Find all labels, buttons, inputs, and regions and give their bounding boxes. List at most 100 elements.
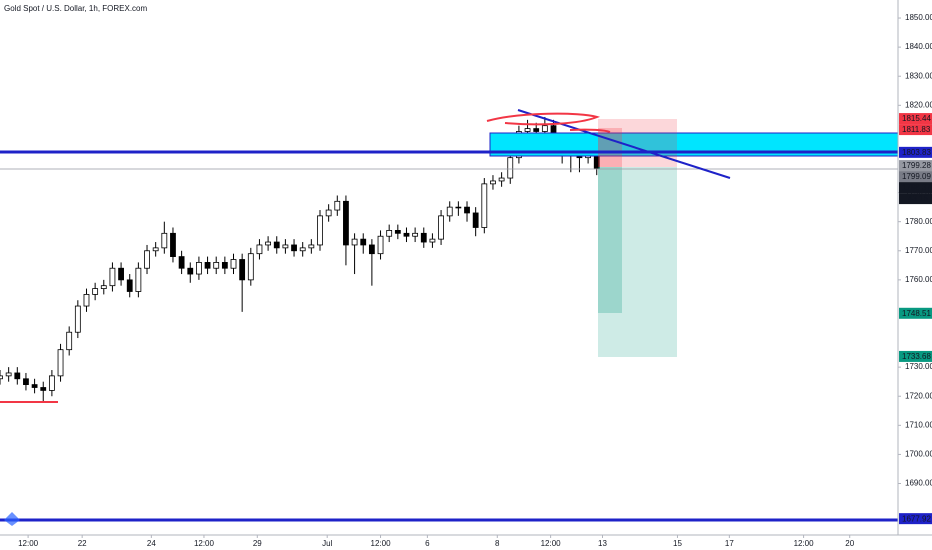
candle-body [152,247,159,252]
candle-body [498,177,505,182]
logo [4,512,20,526]
candle-body [239,259,246,281]
candle-body [291,244,297,252]
candle-body [178,256,185,269]
price-marker [899,113,932,125]
price-marker [899,146,932,158]
candle-body [334,200,341,211]
high-mark-2 [569,128,611,133]
short-stop-inner [598,128,622,167]
chart-title: Gold Spot / U.S. Dollar, 1h, FOREX.com [4,4,148,13]
x-tick-label: 22 [78,539,87,548]
candle-body [481,183,488,228]
price-marker [899,350,932,362]
x-tick-label: Jul [322,539,332,548]
candle-body [161,232,168,249]
candle-body [196,262,202,275]
high-mark [486,112,601,126]
price-marker [899,124,932,136]
candle-body [118,267,124,281]
candle-body [524,128,531,132]
candle-body [299,247,306,252]
candle-body [377,235,384,255]
price-marker-label: 1799.28 [902,161,931,170]
x-tick-label: 15 [673,539,682,548]
y-tick-label: 1780.00 [905,217,932,226]
candle-body [490,180,496,185]
price-marker-label: 1811.83 [902,125,931,134]
price-marker [899,307,932,319]
candle-body [135,267,142,292]
candle-body [343,200,349,246]
short-target-zone [598,167,677,357]
candle-body [282,244,289,249]
candle-body [507,157,514,179]
price-marker [899,182,932,194]
candle-body [446,206,453,217]
candle-body [386,230,393,237]
x-tick-label: 24 [147,539,156,548]
candle-body [256,244,263,255]
price-marker-label: 1748.51 [902,309,931,318]
candle-body [83,294,90,307]
x-tick-label: 6 [425,539,430,548]
candle-body [533,128,540,132]
price-marker-label: 1798.37 [902,183,931,192]
x-tick-label: 17 [725,539,734,548]
candles [0,116,600,403]
candle-body [100,285,107,289]
x-tick-label: 12:00 [371,539,392,548]
price-marker-label: 1815.44 [902,114,931,123]
y-tick-label: 1720.00 [905,391,932,400]
x-tick-label: 13 [598,539,607,548]
candle-body [5,372,12,377]
price-marker [899,160,932,172]
y-tick-label: 1700.00 [905,450,932,459]
countdown-label: 43:15 [908,194,929,203]
candle-body [438,215,444,240]
x-tick-label: 12:00 [194,539,215,548]
y-tick-label: 1710.00 [905,420,932,429]
drawings [0,109,899,522]
candle-body [317,215,323,246]
trend-line [517,109,731,179]
candle-body [109,267,116,287]
candle-body [14,372,21,380]
candle-body [308,244,315,249]
candle-body [325,209,332,217]
logo-icon [4,512,20,526]
x-tick-label: 12:00 [18,539,39,548]
candle-body [187,267,194,275]
candle-body [412,232,419,237]
candle-body [368,244,375,255]
candle-body [204,262,211,269]
candle-body [74,305,81,333]
y-tick-label: 1830.00 [905,71,932,80]
candle-body [40,387,47,391]
candle-body [170,232,176,257]
y-tick-label: 1820.00 [905,100,932,109]
y-tick-label: 1770.00 [905,246,932,255]
candle-body [360,238,367,246]
candle-body [66,331,73,351]
y-tick-label: 1690.00 [905,479,932,488]
candle-body [57,349,64,377]
x-tick-label: 12:00 [541,539,562,548]
candle-body [455,206,462,209]
y-tick-label: 1850.00 [905,13,932,22]
candle-body [230,259,237,269]
candle-body [213,262,220,269]
price-marker [899,513,932,525]
candle-body [144,250,150,269]
candle-body [464,206,470,214]
candle-body [472,212,479,228]
price-marker-label: 1799.09 [902,172,931,181]
candle-body [31,384,38,388]
x-tick-label: 29 [253,539,262,548]
short-target-inner [598,167,622,313]
short-stop-zone [598,119,677,167]
x-tick-label: 8 [495,539,500,548]
x-tick-label: 12:00 [794,539,815,548]
x-tick-label: 20 [845,539,854,548]
candle-body [351,238,358,246]
